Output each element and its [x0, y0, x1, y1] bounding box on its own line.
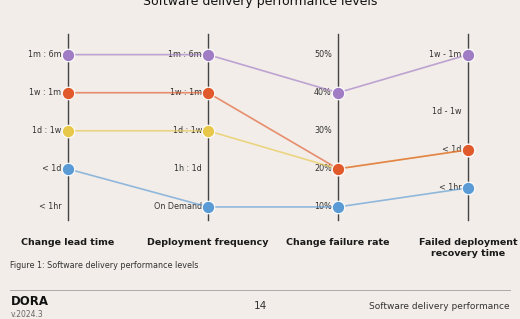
Text: 1d : 1w: 1d : 1w — [173, 126, 202, 135]
Text: v.2024.3: v.2024.3 — [10, 310, 43, 319]
Text: Software delivery performance levels: Software delivery performance levels — [143, 0, 377, 8]
Text: 30%: 30% — [314, 126, 332, 135]
Text: Software delivery performance: Software delivery performance — [369, 302, 510, 311]
Text: On Demand: On Demand — [153, 203, 202, 211]
Text: 1w - 1m: 1w - 1m — [430, 50, 462, 59]
Text: Change failure rate: Change failure rate — [286, 238, 390, 247]
Text: 10%: 10% — [314, 203, 332, 211]
Text: Failed deployment
recovery time: Failed deployment recovery time — [419, 238, 517, 257]
Text: Figure 1: Software delivery performance levels: Figure 1: Software delivery performance … — [10, 261, 199, 270]
Text: 1m : 6m: 1m : 6m — [168, 50, 202, 59]
Text: 1m : 6m: 1m : 6m — [28, 50, 61, 59]
Text: 40%: 40% — [314, 88, 332, 97]
Text: 1h : 1d: 1h : 1d — [174, 164, 202, 173]
Text: Change lead time: Change lead time — [21, 238, 114, 247]
Text: 14: 14 — [253, 301, 267, 311]
Text: 20%: 20% — [314, 164, 332, 173]
Text: < 1hr: < 1hr — [38, 203, 61, 211]
Text: 50%: 50% — [314, 50, 332, 59]
Text: 1w : 1m: 1w : 1m — [29, 88, 61, 97]
Text: Deployment frequency: Deployment frequency — [147, 238, 269, 247]
Text: 1w : 1m: 1w : 1m — [170, 88, 202, 97]
Text: < 1d: < 1d — [443, 145, 462, 154]
Text: < 1hr: < 1hr — [439, 183, 462, 192]
Text: DORA: DORA — [10, 295, 48, 308]
Text: 1d : 1w: 1d : 1w — [32, 126, 61, 135]
Text: < 1d: < 1d — [42, 164, 61, 173]
Text: 1d - 1w: 1d - 1w — [432, 107, 462, 116]
